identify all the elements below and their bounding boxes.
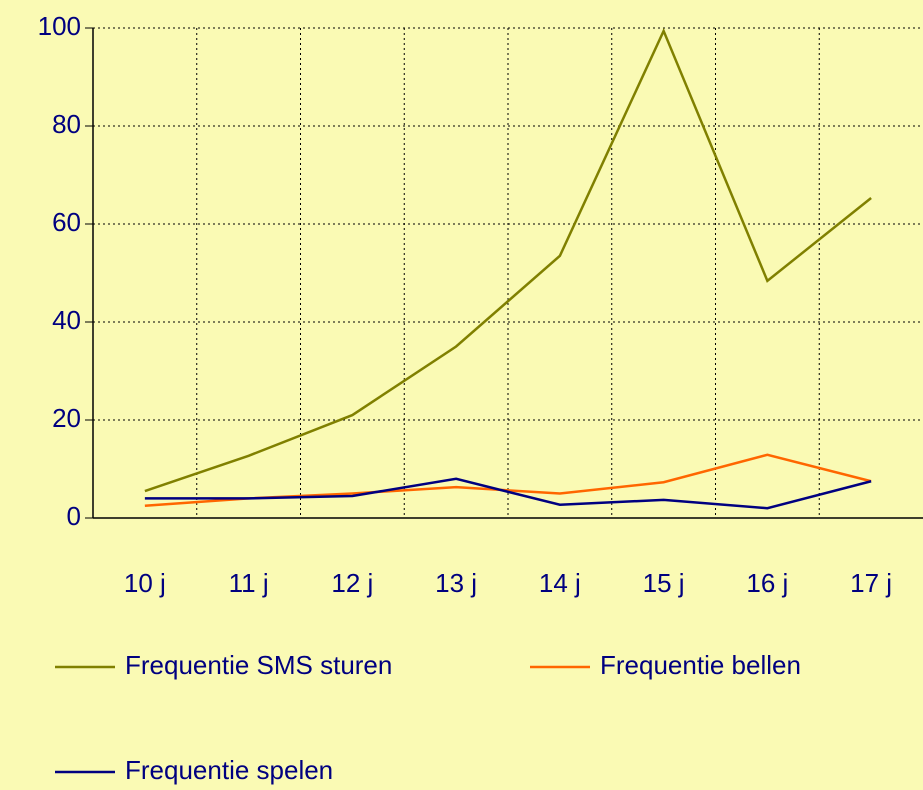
legend-label: Frequentie spelen (125, 755, 333, 785)
x-tick-label: 12 j (331, 568, 373, 598)
x-tick-label: 11 j (229, 568, 269, 598)
y-tick-label: 40 (52, 305, 81, 335)
line-series (144, 27, 872, 493)
x-tick-label: 14 j (539, 568, 581, 598)
y-tick-label: 100 (38, 11, 81, 41)
y-tick-label: 80 (52, 109, 81, 139)
y-tick-label: 60 (52, 207, 81, 237)
x-tick-label: 17 j (850, 568, 892, 598)
legend-label: Frequentie bellen (600, 650, 801, 680)
x-tick-label: 15 j (643, 568, 685, 598)
legend-label: Frequentie SMS sturen (125, 650, 392, 680)
y-tick-label: 0 (67, 501, 81, 531)
x-tick-label: 16 j (746, 568, 788, 598)
x-tick-label: 13 j (435, 568, 477, 598)
line-series (144, 477, 872, 510)
y-tick-label: 20 (52, 403, 81, 433)
x-tick-label: 10 j (124, 568, 166, 598)
